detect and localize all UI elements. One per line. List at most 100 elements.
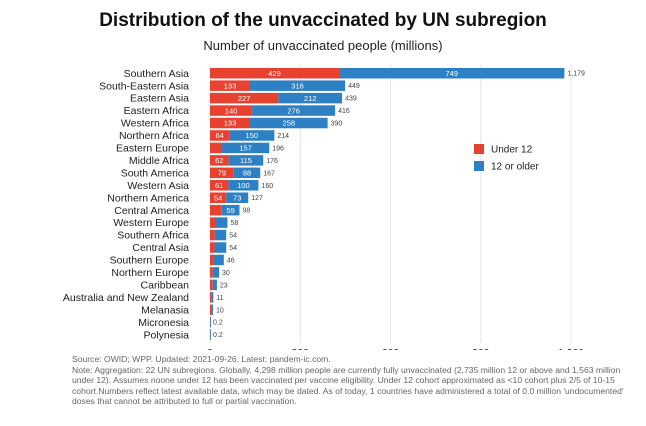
total-value-label: 54: [229, 245, 237, 252]
category-label: Middle Africa: [129, 155, 189, 167]
bar-segment: [278, 92, 343, 104]
category-label: Western Africa: [121, 118, 189, 130]
bar-segment: [210, 229, 215, 241]
chart-title: Distribution of the unvaccinated by UN s…: [99, 10, 547, 31]
bar-segment: [210, 130, 230, 141]
bar-value-label: 79: [218, 169, 226, 178]
bar-segment: [339, 67, 565, 79]
bar-segment: [210, 105, 253, 116]
category-label: Northern America: [107, 192, 189, 204]
x-tick-label: 600: [382, 347, 400, 350]
x-tick-label: 900: [472, 347, 490, 350]
category-label: Southern Asia: [124, 68, 190, 80]
category-label: Melanasia: [141, 304, 189, 316]
bars: [210, 67, 565, 340]
bar-value-label: 150: [246, 131, 259, 140]
bar-segment: [210, 329, 211, 340]
bar-segment: [210, 155, 229, 166]
bar-value-label: 227: [238, 94, 251, 103]
total-value-label: 176: [266, 158, 278, 165]
bar-segment: [210, 92, 279, 104]
total-value-label: 167: [263, 170, 275, 177]
bar-value-label: 258: [283, 119, 296, 128]
bar-segment: [226, 192, 249, 203]
category-label: Western Asia: [127, 180, 189, 192]
category-label: Eastern Europe: [116, 143, 189, 155]
total-value-label: 390: [331, 121, 343, 128]
bar-value-label: 88: [243, 169, 251, 178]
bar-segment: [213, 254, 224, 266]
bar-segment: [210, 192, 227, 203]
legend-swatch: [474, 144, 484, 154]
bar-segment: [210, 80, 251, 91]
methodology-note: Note: Aggregation: 22 UN subregions. Glo…: [72, 364, 624, 407]
bar-segment: [211, 292, 214, 303]
total-value-label: 46: [227, 257, 235, 264]
bar-value-label: 140: [225, 106, 238, 115]
bar-value-label: 133: [224, 81, 237, 90]
bar-value-label: 749: [445, 69, 458, 78]
total-value-label: 54: [229, 233, 237, 240]
category-label: Southern Europe: [110, 255, 190, 267]
bar-segment: [228, 155, 264, 166]
labels: Southern Asia 429 749 1,179 South-Eastern As…: [63, 68, 585, 341]
total-value-label: 439: [345, 96, 357, 103]
category-label: Western Europe: [113, 217, 189, 229]
bar-segment: [211, 304, 214, 316]
bar-segment: [210, 316, 211, 328]
total-value-label: 30: [222, 270, 230, 277]
bar-value-label: 59: [226, 206, 234, 215]
bar-segment: [210, 167, 234, 179]
category-label: Australia and New Zealand: [63, 292, 189, 304]
chart-subtitle: Number of unvaccinated people (millions): [203, 38, 443, 53]
category-label: South America: [121, 167, 189, 179]
category-label: Micronesia: [138, 317, 189, 329]
bar-segment: [210, 304, 212, 316]
bar-segment: [210, 242, 215, 253]
bar-value-label: 276: [287, 106, 300, 115]
legend-swatch: [474, 161, 484, 171]
bar-segment: [210, 292, 212, 303]
bar-segment: [210, 217, 217, 228]
bar-value-label: 54: [214, 193, 222, 202]
total-value-label: 98: [242, 208, 250, 215]
total-value-label: 196: [272, 145, 284, 152]
bar-segment: [212, 279, 217, 291]
bar-segment: [212, 267, 220, 278]
category-label: Southern Africa: [117, 230, 189, 242]
total-value-label: 1,179: [567, 71, 585, 78]
total-value-label: 160: [261, 183, 273, 190]
bar-segment: [233, 167, 261, 179]
bar-segment: [210, 279, 213, 291]
category-label: Eastern Asia: [130, 93, 189, 105]
bar-value-label: 429: [268, 69, 281, 78]
bar-value-label: 64: [215, 131, 223, 140]
bar-value-label: 100: [237, 181, 250, 190]
total-value-label: 0.2: [213, 320, 223, 327]
category-label: Central America: [114, 205, 189, 217]
total-value-label: 11: [216, 295, 223, 302]
total-value-label: 214: [277, 133, 289, 140]
bar-segment: [216, 217, 228, 228]
category-label: Caribbean: [141, 279, 190, 291]
category-label: Polynesia: [143, 329, 189, 341]
bar-segment: [210, 254, 214, 266]
category-label: Northern Africa: [119, 130, 189, 142]
bar-segment: [210, 180, 229, 191]
bar-segment: [210, 204, 222, 216]
total-value-label: 416: [338, 108, 350, 115]
category-label: South-Eastern Asia: [99, 80, 189, 92]
bar-segment: [252, 105, 336, 116]
legend-label: Under 12: [491, 145, 533, 156]
x-tick-label: 0: [207, 347, 213, 350]
legend-label: 12 or older: [491, 162, 539, 173]
bar-value-label: 73: [233, 193, 241, 202]
bar-segment: [228, 180, 259, 191]
source-note: Source: OWID; WPP. Updated: 2021-09-26. …: [72, 354, 331, 364]
bar-segment: [210, 67, 340, 79]
x-tick-label: 300: [291, 347, 309, 350]
bar-value-label: 157: [239, 144, 252, 153]
bar-value-label: 61: [215, 181, 223, 190]
bar-value-label: 62: [215, 156, 223, 165]
category-label: Northern Europe: [111, 267, 189, 279]
